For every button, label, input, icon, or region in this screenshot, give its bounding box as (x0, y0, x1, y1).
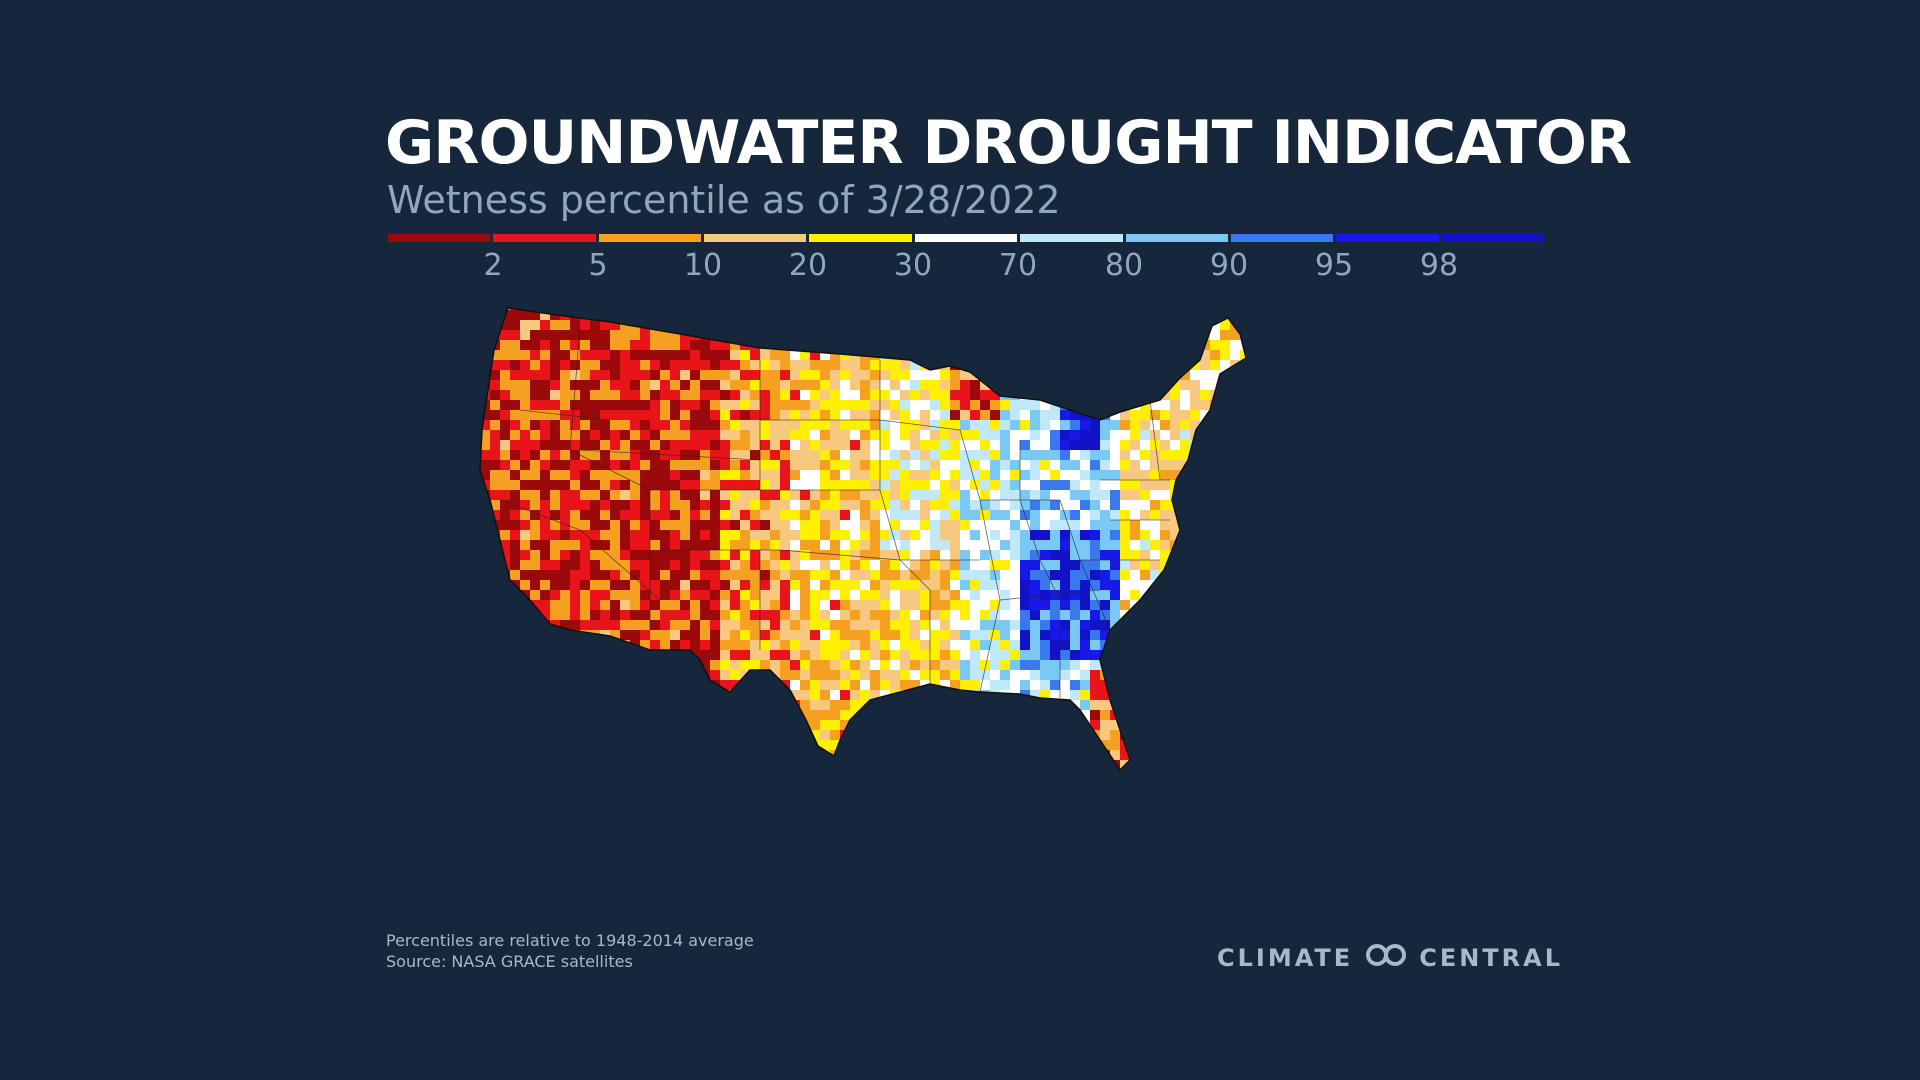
legend-tick: 10 (683, 248, 723, 283)
legend-color-swatch (1020, 234, 1123, 242)
legend-color-swatch (1230, 234, 1334, 242)
legend-tick: 2 (483, 248, 503, 283)
legend-tick: 30 (893, 248, 933, 283)
brand-logo: CLIMATE CENTRAL (1217, 943, 1563, 973)
color-legend: 2 5 10 20 30 70 80 90 95 98 (388, 234, 1544, 284)
us-drought-map (460, 300, 1440, 920)
legend-color-bar (388, 234, 1544, 242)
legend-tick: 95 (1314, 248, 1354, 283)
legend-color-swatch (914, 234, 1018, 242)
legend-tick: 20 (788, 248, 828, 283)
legend-color-swatch (704, 234, 807, 242)
map-color-grid (480, 308, 1246, 770)
legend-tick: 80 (1104, 248, 1144, 283)
legend-color-swatch (388, 234, 491, 242)
legend-color-swatch (809, 234, 912, 242)
legend-color-swatch (1336, 234, 1439, 242)
legend-tick: 70 (998, 248, 1038, 283)
footnote-source: Source: NASA GRACE satellites (386, 952, 633, 971)
brand-text-right: CENTRAL (1419, 944, 1564, 972)
us-map-icon (479, 307, 1247, 771)
legend-color-swatch (598, 234, 702, 242)
footnote-baseline: Percentiles are relative to 1948-2014 av… (386, 931, 754, 950)
state-borders (499, 327, 1170, 698)
climate-central-logo-icon (1361, 943, 1411, 973)
brand-text-left: CLIMATE (1217, 944, 1354, 972)
legend-color-swatch (1441, 234, 1544, 242)
legend-tick: 90 (1209, 248, 1249, 283)
legend-color-swatch (1125, 234, 1228, 242)
map-subtitle: Wetness percentile as of 3/28/2022 (387, 178, 1061, 222)
map-title: GROUNDWATER DROUGHT INDICATOR (385, 108, 1632, 178)
footnote: Percentiles are relative to 1948-2014 av… (386, 930, 754, 972)
legend-tick: 5 (588, 248, 608, 283)
legend-tick-labels: 2 5 10 20 30 70 80 90 95 98 (388, 248, 1544, 284)
legend-color-swatch (493, 234, 596, 242)
legend-tick: 98 (1419, 248, 1459, 283)
